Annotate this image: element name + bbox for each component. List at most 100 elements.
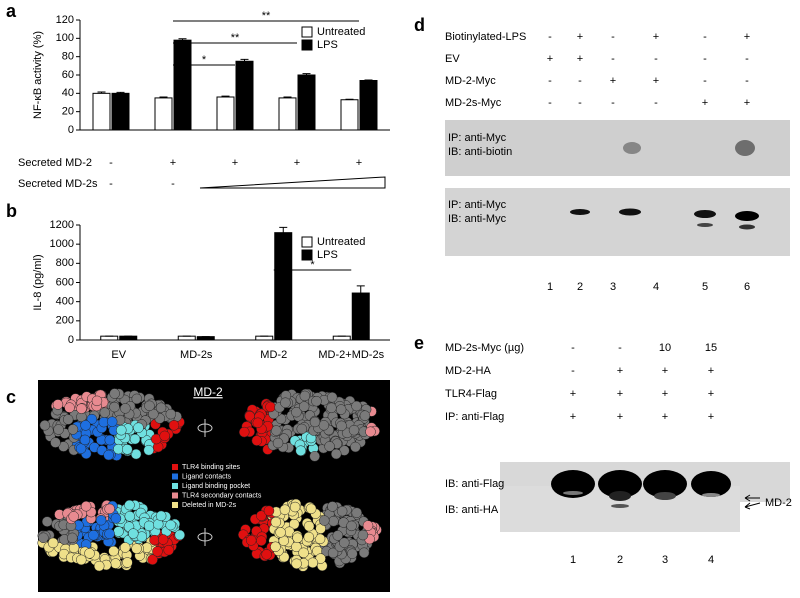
atom <box>309 451 320 462</box>
legend-swatch <box>172 492 178 499</box>
y-tick-label: 100 <box>56 32 74 44</box>
lane-number: 6 <box>744 281 750 293</box>
atom <box>99 407 111 418</box>
x-tick-label: MD-2s <box>180 349 213 361</box>
atom <box>144 400 155 412</box>
bar <box>278 97 297 131</box>
panel-letter: a <box>6 1 17 21</box>
legend-swatch <box>301 249 313 261</box>
atom <box>351 400 362 412</box>
atom <box>270 541 281 553</box>
atom <box>174 529 186 541</box>
atom <box>155 510 167 522</box>
bar <box>177 335 196 341</box>
atom <box>309 416 321 428</box>
atom <box>238 426 250 438</box>
atom <box>80 420 91 431</box>
row-value: + <box>570 411 576 423</box>
significance-label: * <box>310 259 315 271</box>
atom <box>104 434 116 446</box>
band <box>619 208 641 216</box>
blot-label: IB: anti-HA <box>445 504 499 516</box>
atom <box>327 547 339 559</box>
row-value: + <box>662 411 668 423</box>
row-value: - <box>745 53 749 65</box>
atom <box>50 437 61 448</box>
blot-label: IB: anti-Myc <box>448 213 507 225</box>
row-value: + <box>702 97 708 109</box>
atom <box>38 532 49 544</box>
row-value: - <box>571 342 575 354</box>
atom <box>318 420 330 431</box>
y-tick-label: 60 <box>62 69 74 81</box>
atom <box>295 445 306 456</box>
band <box>551 470 595 498</box>
atom <box>131 543 142 554</box>
blot-label: IB: anti-Flag <box>445 478 504 490</box>
row-value: - <box>548 97 552 109</box>
condition-value: - <box>109 178 113 190</box>
atom <box>303 520 315 532</box>
legend-label: Untreated <box>317 26 365 38</box>
atom <box>311 395 322 407</box>
atom <box>76 403 87 414</box>
atom <box>279 504 291 515</box>
legend-label: Deleted in MD-2s <box>182 502 237 509</box>
bar <box>332 335 351 341</box>
row-value: + <box>617 365 623 377</box>
significance-label: * <box>202 54 207 66</box>
atom <box>155 402 167 414</box>
atom <box>330 448 342 460</box>
atom <box>104 503 115 515</box>
row-value: - <box>548 31 552 43</box>
condition-value: + <box>356 157 362 169</box>
atom <box>76 554 87 566</box>
atom <box>291 558 302 569</box>
lane-number: 3 <box>610 281 616 293</box>
row-value: + <box>708 411 714 423</box>
condition-label: Secreted MD-2 <box>18 157 92 169</box>
legend-label: Ligand contacts <box>182 473 232 480</box>
atom <box>53 424 64 435</box>
atom <box>168 420 180 431</box>
panel-letter: b <box>6 201 17 221</box>
error-bar <box>302 73 311 75</box>
atom <box>305 503 317 514</box>
structure-title: MD-2 <box>193 385 223 399</box>
row-value: - <box>654 53 658 65</box>
blot-label: IB: anti-biotin <box>448 146 512 158</box>
atom <box>67 424 79 435</box>
legend-label: LPS <box>317 39 338 51</box>
band <box>694 210 716 218</box>
band <box>598 470 642 498</box>
y-tick-label: 1000 <box>50 238 74 250</box>
row-value: + <box>653 75 659 87</box>
row-value: - <box>571 365 575 377</box>
lane-number: 2 <box>617 554 623 566</box>
atom <box>280 397 291 408</box>
row-value: + <box>547 53 553 65</box>
atom <box>332 530 344 541</box>
atom <box>346 520 357 532</box>
atom <box>298 401 310 412</box>
legend-swatch <box>301 39 313 51</box>
significance-label: ** <box>262 10 271 22</box>
row-value: - <box>745 75 749 87</box>
row-value: + <box>610 75 616 87</box>
bar <box>340 99 359 131</box>
atom <box>263 505 275 517</box>
atom <box>165 408 177 420</box>
row-value: 10 <box>659 342 671 354</box>
bar <box>173 39 192 131</box>
atom <box>270 516 282 528</box>
atom <box>120 403 131 414</box>
band <box>654 492 676 500</box>
atom <box>339 537 350 548</box>
y-tick-label: 80 <box>62 51 74 63</box>
row-value: - <box>611 97 615 109</box>
atom <box>157 534 169 545</box>
atom <box>362 520 374 531</box>
atom <box>163 544 174 556</box>
atom <box>80 500 92 512</box>
bar <box>196 336 215 341</box>
